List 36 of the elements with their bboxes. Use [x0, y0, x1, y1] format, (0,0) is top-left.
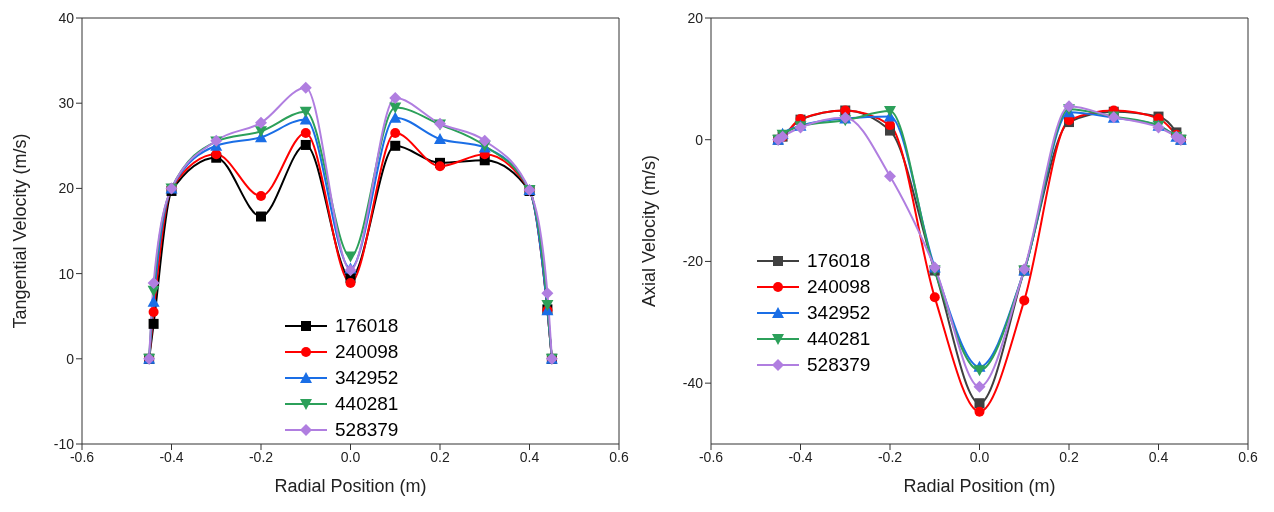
- x-axis-title: Radial Position (m): [274, 476, 427, 496]
- x-tick-label: 0.6: [1238, 448, 1258, 465]
- x-tick-label: -0.6: [698, 448, 724, 465]
- y-tick-label: 20: [687, 9, 704, 26]
- y-tick-label: 40: [58, 9, 75, 26]
- y-tick-label: 0: [66, 350, 75, 367]
- x-axis-title: Radial Position (m): [903, 476, 1056, 496]
- x-tick-label: 0.0: [969, 448, 990, 465]
- x-tick-label: -0.4: [788, 448, 813, 465]
- x-tick-label: 0.2: [1059, 448, 1079, 465]
- legend-label: 342952: [335, 367, 399, 389]
- x-tick-label: 0.4: [519, 448, 540, 465]
- x-tick-label: 0.0: [340, 448, 361, 465]
- y-tick-label: 0: [695, 131, 704, 148]
- legend-label: 176018: [807, 250, 871, 272]
- legend-label: 176018: [335, 315, 399, 337]
- x-tick-label: -0.4: [159, 448, 184, 465]
- y-tick-label: -40: [682, 375, 704, 392]
- legend-label: 528379: [807, 354, 871, 376]
- y-axis-title: Axial Velocity (m/s): [639, 154, 660, 308]
- y-tick-label: 20: [58, 180, 75, 197]
- legend-label: 240098: [807, 276, 871, 298]
- legend-label: 440281: [335, 393, 399, 415]
- x-tick-label: 0.4: [1148, 448, 1169, 465]
- y-tick-label: 10: [58, 265, 75, 282]
- x-tick-label: 0.2: [430, 448, 450, 465]
- legend-label: 440281: [807, 328, 871, 350]
- legend-label: 240098: [335, 341, 399, 363]
- x-tick-label: -0.2: [248, 448, 274, 465]
- y-tick-label: 30: [58, 95, 75, 112]
- x-tick-label: -0.2: [877, 448, 903, 465]
- x-tick-label: 0.6: [609, 448, 629, 465]
- legend-label: 342952: [807, 302, 871, 324]
- y-tick-label: -20: [682, 253, 704, 270]
- legend-label: 528379: [335, 419, 399, 441]
- y-axis-title: Tangential Velocity (m/s): [10, 133, 31, 329]
